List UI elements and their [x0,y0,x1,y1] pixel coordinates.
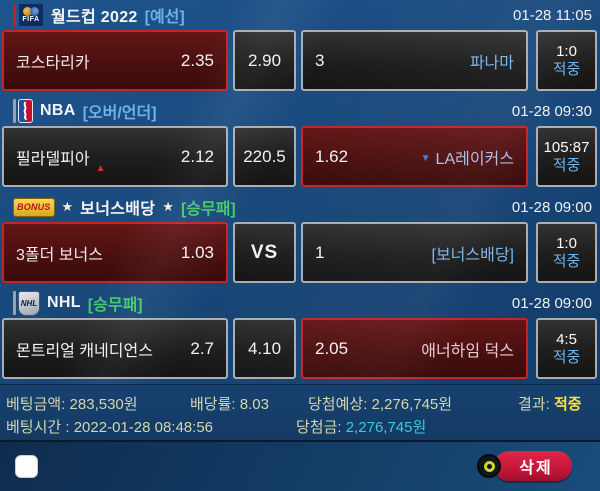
bet-section-worldcup: FIFA 월드컵 2022 [예선] 01-28 11:05 코스타리카 2.3… [0,0,600,91]
league-name: NHL [47,294,81,311]
star-icon: ★ [61,199,74,214]
home-team-name: 코스타리카 [16,54,90,72]
away-odds: 3 [315,50,325,70]
bet-amount: 베팅금액: 283,530원 [6,396,138,413]
bet-row: 필라델피아 ▲ 2.12 220.5 1.62 ▼ LA레이커스 105:87 적중 [0,126,600,187]
hit-status: 적중 [552,157,581,174]
over-odds: 2.12 [180,146,214,166]
section-header: NBA [오버/언더] 01-28 09:30 [0,96,600,126]
away-team-name: LA레이커스 [435,150,514,168]
line-value-button[interactable]: 220.5 [233,126,296,187]
league-name: 월드컵 2022 [51,9,138,26]
draw-pick-button[interactable]: 2.90 [233,30,296,91]
home-odds: 2.35 [180,50,214,70]
bet-section-nhl: NHL NHL [승무패] 01-28 09:00 몬트리얼 캐네디언스 2.7… [0,288,600,379]
league-name: NBA [40,102,76,119]
draw-odds: 4.10 [247,338,282,358]
section-header: NHL NHL [승무패] 01-28 09:00 [0,288,600,318]
bet-section-nba: NBA [오버/언더] 01-28 09:30 필라델피아 ▲ 2.12 220.… [0,96,600,187]
under-odds: 1.62 [315,146,349,166]
bet-result: 결과: 적중 [518,396,582,413]
bet-section-bonus: BONUS ★ 보너스배당 ★ [승무패] 01-28 09:00 3폴더 보너… [0,192,600,283]
score-result-badge: 1:0 적중 [536,30,597,91]
match-datetime: 01-28 09:00 [511,294,592,312]
home-team-name: 필라델피아 [16,150,90,168]
market-type: [승무패] [180,201,236,218]
home-pick-button[interactable]: 몬트리얼 캐네디언스 2.7 [2,318,228,379]
target-ring-icon [477,454,501,478]
select-checkbox[interactable] [15,455,38,478]
final-score: 1:0 [556,235,577,252]
away-odds: 2.05 [315,338,349,358]
away-name: [보너스배당] [431,246,515,264]
bet-time: 베팅시간 : 2022-01-28 08:48:56 [6,419,214,436]
star-icon: ★ [162,199,174,214]
match-datetime: 01-28 11:05 [513,6,592,24]
fifa-icon: FIFA [13,2,44,28]
away-odds: 1 [315,242,325,262]
bet-row: 3폴더 보너스 1.03 VS 1 [보너스배당] 1:0 적중 [0,222,600,283]
final-score: 1:0 [556,43,577,60]
bet-row: 몬트리얼 캐네디언스 2.7 4.10 2.05 애너하임 덕스 4:5 적중 [0,318,600,379]
expected-winnings: 당첨예상: 2,276,745원 [308,396,453,413]
market-type: [예선] [144,9,185,26]
bet-row: 코스타리카 2.35 2.90 3 파나마 1:0 적중 [0,30,600,91]
league-name: 보너스배당 [80,201,156,218]
line-down-indicator-icon: ▼ [420,152,431,164]
home-team-name: 몬트리얼 캐네디언스 [16,342,153,360]
home-pick-button[interactable]: 코스타리카 2.35 [2,30,228,91]
away-team-name: 애너하임 덕스 [421,342,514,360]
final-score: 105:87 [543,139,590,156]
score-result-badge: 4:5 적중 [536,318,597,379]
section-header: FIFA 월드컵 2022 [예선] 01-28 11:05 [0,0,600,30]
over-pick-button[interactable]: 필라델피아 ▲ 2.12 [2,126,228,187]
delete-button-label: 삭제 [494,451,572,481]
vs-label: VS [250,241,279,263]
bet-summary-panel: 베팅금액: 283,530원 배당률: 8.03 당첨예상: 2,276,745… [0,384,600,442]
line-up-indicator-icon: ▲ [95,162,106,174]
winnings-value: 2,276,745원 [345,419,427,436]
score-result-badge: 1:0 적중 [536,222,597,283]
hit-status: 적중 [552,253,581,270]
away-pick-button[interactable]: 1 [보너스배당] [301,222,528,283]
home-odds: 2.7 [190,338,214,358]
final-score: 4:5 [556,331,577,348]
under-pick-button[interactable]: 1.62 ▼ LA레이커스 [301,126,528,187]
bonus-name: 3폴더 보너스 [16,246,103,264]
bonus-icon: BONUS [13,194,55,220]
vs-box[interactable]: VS [233,222,296,283]
market-type: [승무패] [87,297,143,314]
result-value: 적중 [553,396,582,413]
bonus-pick-button[interactable]: 3폴더 보너스 1.03 [2,222,228,283]
winnings: 당첨금: 2,276,745원 [296,419,427,436]
draw-odds: 2.90 [247,50,282,70]
match-datetime: 01-28 09:30 [511,102,592,120]
market-type: [오버/언더] [82,105,157,122]
hit-status: 적중 [552,61,581,78]
away-team-name: 파나마 [469,54,514,72]
away-pick-button[interactable]: 2.05 애너하임 덕스 [301,318,528,379]
total-odds: 배당률: 8.03 [190,396,269,413]
hit-status: 적중 [552,349,581,366]
away-pick-button[interactable]: 3 파나마 [301,30,528,91]
match-datetime: 01-28 09:00 [511,198,592,216]
nba-icon [13,98,33,124]
score-result-badge: 105:87 적중 [536,126,597,187]
draw-pick-button[interactable]: 4.10 [233,318,296,379]
delete-button[interactable]: 삭제 [477,451,572,481]
section-header: BONUS ★ 보너스배당 ★ [승무패] 01-28 09:00 [0,192,600,222]
footer-bar: 삭제 [0,442,600,491]
bonus-odds: 1.03 [180,242,214,262]
nhl-icon: NHL [13,290,40,316]
line-value: 220.5 [243,146,286,166]
